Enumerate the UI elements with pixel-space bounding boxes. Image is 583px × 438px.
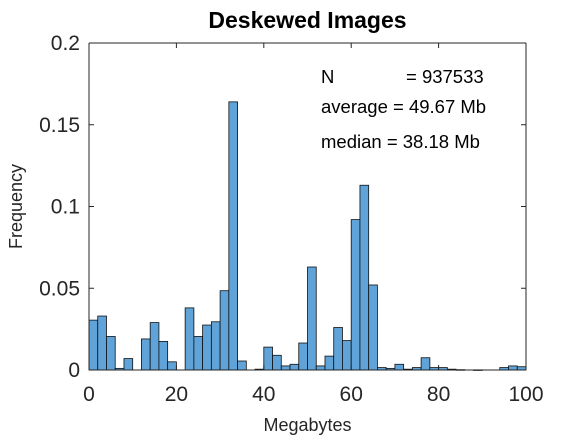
stat-n-label: N [321,66,334,87]
histogram-bar [210,321,221,371]
y-tick-label: 0.2 [51,32,80,55]
histogram-bar [123,358,134,371]
y-tick-label: 0.15 [39,114,80,137]
histogram-bar [88,319,99,371]
histogram-bar [394,363,405,371]
y-axis-label: Frequency [6,164,26,249]
y-tick-label: 0 [68,359,80,382]
histogram-bar [158,340,169,371]
histogram-bar [193,336,204,371]
histogram-bar [219,290,230,371]
histogram-bar [167,361,177,371]
histogram-bar [149,322,160,371]
histogram-bar [324,355,335,371]
histogram-bar [333,327,343,371]
histogram-bar [368,284,378,371]
x-tick-label: 0 [83,383,95,406]
histogram-bar [420,357,431,371]
x-tick-label: 40 [252,383,275,406]
histogram-bar [141,338,151,371]
x-axis-label: Megabytes [263,415,351,435]
x-tick-label: 20 [165,383,188,406]
histogram-bar [263,346,273,371]
histogram-bar [237,360,247,371]
x-tick-label: 80 [427,383,450,406]
histogram-bar [280,365,291,371]
stat-median: median = 38.18 Mb [321,131,480,152]
histogram-bar [106,336,116,371]
histogram-bar [202,324,212,371]
histogram-bar [307,266,317,371]
histogram-bar [359,184,370,371]
ticks-group: 0 20 40 60 80 100 0 0.05 0.1 0.15 0.2 [39,32,543,406]
histogram-bar [315,365,326,371]
histogram-bar [272,354,282,371]
histogram-bar [298,342,308,371]
histogram-bar [350,219,361,371]
histogram-bar [184,307,195,371]
x-tick-label: 100 [508,383,543,406]
x-tick-label: 60 [340,383,363,406]
histogram-bar [289,363,300,371]
y-tick-label: 0.05 [39,277,80,300]
bars-group [88,101,527,371]
histogram-bar [228,101,238,371]
stat-n-value: = 937533 [406,66,484,87]
histogram-bar [342,340,352,371]
y-tick-label: 0.1 [51,196,80,219]
chart-title: Deskewed Images [208,7,406,33]
histogram-bar [508,365,518,371]
stat-average: average = 49.67 Mb [321,96,486,117]
histogram-bar [97,315,107,371]
